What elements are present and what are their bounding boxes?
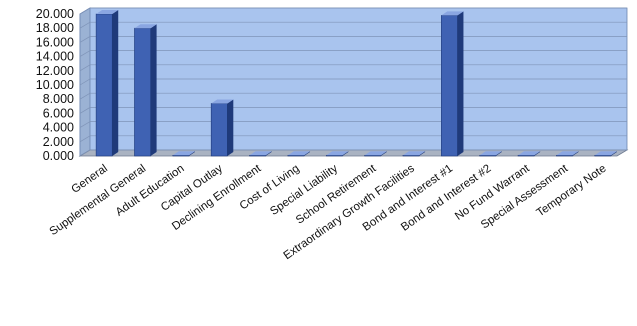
bar-side — [188, 151, 195, 156]
bar-top — [211, 99, 234, 104]
gridline — [79, 7, 627, 15]
y-axis: 0.0002.0004.0006.0008.00010.00012.00014.… — [36, 7, 74, 163]
bar — [210, 99, 234, 157]
bar-top — [326, 151, 349, 156]
bar-top — [249, 151, 272, 156]
bar — [594, 151, 617, 157]
bar-side — [304, 151, 311, 156]
bar-front — [249, 154, 266, 157]
bar-front — [95, 13, 113, 157]
bar — [479, 151, 502, 157]
bar-front — [210, 103, 228, 157]
bar-side — [572, 151, 579, 156]
bar — [325, 151, 349, 157]
bar — [441, 11, 464, 157]
bar — [95, 10, 119, 157]
y-tick-label: 14.000 — [36, 50, 74, 64]
bar-top — [134, 24, 157, 29]
y-tick-label: 8.000 — [43, 92, 74, 106]
bar-side — [495, 151, 502, 156]
bar-front — [479, 154, 497, 157]
plot-area — [78, 7, 629, 157]
y-tick-label: 4.000 — [43, 121, 74, 135]
bar-top — [96, 10, 119, 14]
bar-side — [342, 151, 349, 156]
y-tick-label: 18.000 — [36, 21, 74, 35]
bars — [95, 10, 617, 157]
bar-top — [441, 11, 464, 16]
y-tick-label: 2.000 — [43, 135, 74, 149]
floor — [78, 149, 629, 157]
bar-side — [457, 11, 464, 157]
y-tick-label: 20.000 — [36, 7, 74, 21]
bar-top — [556, 151, 579, 156]
y-tick-label: 6.000 — [43, 106, 74, 120]
bar-top — [402, 151, 426, 156]
bar-side — [112, 10, 119, 156]
bar-side — [150, 24, 157, 157]
back-wall — [79, 7, 628, 157]
bar-front — [134, 27, 151, 157]
bar-side — [534, 151, 541, 156]
bar-top — [364, 151, 387, 156]
bar-top — [479, 151, 502, 156]
bar-front — [172, 154, 190, 157]
bar-front — [287, 154, 305, 157]
bar — [517, 151, 541, 157]
x-category-label: Adult Education — [114, 163, 187, 219]
bar-top — [518, 151, 541, 156]
bar — [402, 151, 426, 157]
bar-front — [441, 15, 458, 157]
bar-top — [287, 151, 311, 156]
bar-front — [325, 154, 343, 157]
bar — [172, 151, 195, 157]
bar-top — [172, 151, 195, 156]
bar-side — [380, 151, 387, 156]
bar-front — [556, 154, 573, 157]
bar-front — [517, 154, 535, 157]
bar-front — [594, 154, 612, 157]
bar-side — [265, 151, 272, 156]
bar-side — [419, 151, 426, 156]
y-tick-label: 0.000 — [43, 149, 74, 163]
y-tick-label: 10.000 — [36, 78, 74, 92]
bar-front — [364, 154, 382, 157]
y-tick-label: 16.000 — [36, 35, 74, 49]
bar — [287, 151, 311, 157]
bar — [556, 151, 579, 157]
bar-front — [402, 154, 420, 157]
bar-side — [227, 99, 234, 156]
y-tick-label: 12.000 — [36, 64, 74, 78]
bar — [134, 24, 157, 157]
bar — [364, 151, 387, 157]
bar — [249, 151, 272, 157]
bar-side — [610, 151, 617, 156]
bar-top — [594, 151, 617, 156]
x-category-label: Temporary Note — [535, 163, 609, 220]
